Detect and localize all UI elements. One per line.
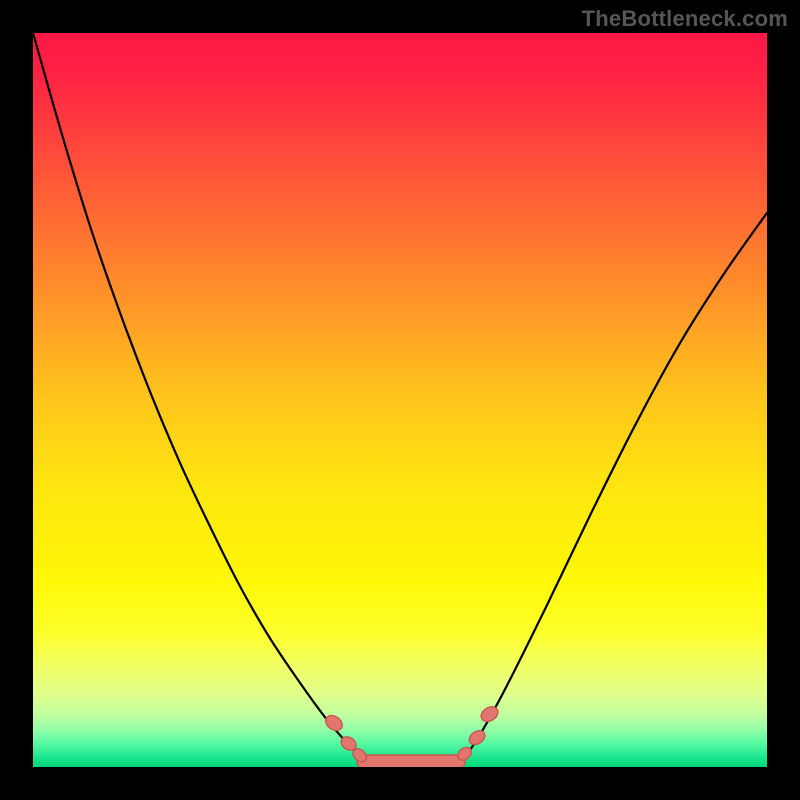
- watermark-text: TheBottleneck.com: [582, 6, 788, 32]
- gradient-background: [33, 33, 767, 767]
- plot-svg: [33, 33, 767, 767]
- chart-container: TheBottleneck.com: [0, 0, 800, 800]
- marker-floor-cluster: [357, 755, 465, 767]
